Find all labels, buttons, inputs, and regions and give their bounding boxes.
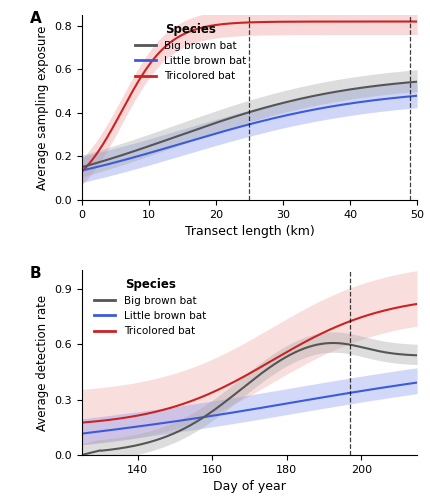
Text: B: B — [30, 266, 41, 281]
X-axis label: Transect length (km): Transect length (km) — [184, 225, 314, 238]
Text: A: A — [30, 12, 41, 26]
Legend: Big brown bat, Little brown bat, Tricolored bat: Big brown bat, Little brown bat, Tricolo… — [90, 274, 210, 340]
X-axis label: Day of year: Day of year — [213, 480, 286, 494]
Y-axis label: Average detection rate: Average detection rate — [36, 294, 49, 430]
Legend: Big brown bat, Little brown bat, Tricolored bat: Big brown bat, Little brown bat, Tricolo… — [131, 18, 250, 86]
Y-axis label: Average sampling exposure: Average sampling exposure — [36, 25, 49, 190]
